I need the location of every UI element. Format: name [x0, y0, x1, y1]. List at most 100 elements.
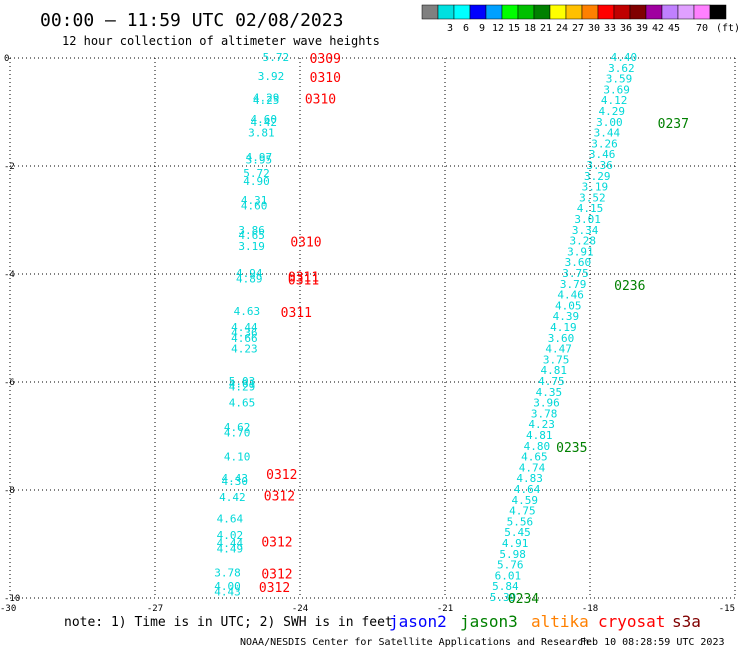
- wave-height-value: 5.72: [263, 51, 290, 64]
- legend-tick-label: 27: [572, 23, 584, 34]
- wave-height-value: 4.29: [599, 105, 626, 118]
- wave-height-value: 4.65: [521, 451, 548, 464]
- wave-height-value: 4.49: [217, 542, 244, 555]
- wave-height-value: 4.94: [236, 267, 263, 280]
- wave-height-value: 5.98: [499, 548, 526, 561]
- wave-height-value: 4.80: [524, 440, 551, 453]
- legend-tick-label: 36: [620, 23, 632, 34]
- legend-tick-label: 3: [447, 23, 453, 34]
- wave-height-value: 3.95: [246, 154, 273, 167]
- pass-time-label: 0312: [266, 468, 297, 483]
- wave-height-value: 4.61: [229, 378, 256, 391]
- footer-credit: NOAA/NESDIS Center for Satellite Applica…: [240, 637, 589, 648]
- wave-height-value: 4.74: [519, 461, 546, 474]
- wave-height-value: 3.34: [572, 224, 599, 237]
- wave-height-value: 3.92: [258, 70, 285, 83]
- wave-height-value: 4.29: [253, 92, 280, 105]
- wave-height-value: 4.31: [241, 194, 268, 207]
- legend-tick-label: 18: [524, 23, 536, 34]
- legend-swatch: [597, 4, 615, 20]
- wave-height-value: 3.86: [238, 224, 265, 237]
- legend-swatch: [437, 4, 455, 20]
- wave-height-value: 4.35: [536, 386, 563, 399]
- wave-height-value: 4.91: [502, 537, 529, 550]
- wave-height-value: 5.45: [504, 526, 531, 539]
- legend-swatch: [565, 4, 583, 20]
- wave-height-value: 4.59: [512, 494, 539, 507]
- plot-grid: [9, 57, 736, 599]
- wave-height-value: 4.66: [231, 332, 258, 345]
- wave-height-value: 4.42: [251, 116, 278, 129]
- pass-time-label: 0312: [261, 568, 292, 583]
- pass-time-label: 0310: [290, 236, 321, 251]
- wave-height-value: 4.44: [231, 321, 258, 334]
- wave-height-value: 5.56: [507, 515, 534, 528]
- wave-height-value: 4.42: [219, 491, 246, 504]
- legend-swatch: [485, 4, 503, 20]
- wave-height-value: 3.60: [548, 332, 575, 345]
- legend-swatch: [549, 4, 567, 20]
- x-tick-label: -18: [582, 604, 598, 614]
- pass-time-label: 0311: [288, 271, 319, 286]
- page-title: 00:00 – 11:59 UTC 02/08/2023: [40, 10, 343, 31]
- wave-height-value: 4.25: [253, 94, 280, 107]
- wave-height-value: 4.19: [550, 321, 577, 334]
- wave-height-value: 4.64: [217, 513, 244, 526]
- wave-height-value: 4.46: [557, 289, 584, 302]
- pass-time-label: 0310: [305, 93, 336, 108]
- pass-time-label: 0311: [288, 273, 319, 288]
- pass-time-label: 0312: [264, 489, 295, 504]
- wave-height-value: 4.60: [251, 113, 278, 126]
- wave-height-value: 4.02: [217, 529, 244, 542]
- wave-height-value: 5.39: [490, 591, 517, 604]
- wave-height-value: 6.01: [495, 569, 522, 582]
- wave-height-value: 4.75: [538, 375, 565, 388]
- legend-tick-label: 24: [556, 23, 568, 34]
- legend-swatch: [677, 4, 695, 20]
- wave-height-value: 3.26: [591, 137, 618, 150]
- color-scale-legend: 3 6 9 12 15 18 21 24 27 30 33 36 39 42 45 70: [421, 4, 727, 34]
- x-tick-label: -21: [437, 604, 453, 614]
- pass-time-label: 0236: [614, 279, 645, 294]
- wave-height-value: 3.46: [589, 148, 616, 161]
- wave-height-value: 4.12: [601, 94, 628, 107]
- wave-height-value: 3.28: [570, 235, 597, 248]
- legend-swatch: [581, 4, 599, 20]
- wave-height-value: 4.36: [231, 326, 258, 339]
- wave-height-value: 4.39: [553, 310, 580, 323]
- wave-height-value: 4.40: [611, 51, 638, 64]
- wave-height-value: 3.52: [579, 191, 606, 204]
- wave-height-value: 4.65: [238, 229, 265, 242]
- wave-height-value: 4.83: [516, 472, 543, 485]
- y-tick-label: -2: [4, 162, 15, 172]
- wave-height-value: 4.64: [514, 483, 541, 496]
- wave-height-value: 4.23: [231, 343, 258, 356]
- wave-height-value: 4.75: [509, 505, 536, 518]
- wave-height-value: 4.63: [234, 305, 261, 318]
- x-tick-label: -24: [292, 604, 308, 614]
- y-tick-label: -4: [4, 270, 15, 280]
- wave-height-value: 4.00: [214, 580, 241, 593]
- wave-height-value: 4.81: [541, 364, 568, 377]
- legend-tick-label: 12: [492, 23, 504, 34]
- footer-note: note: 1) Time is in UTC; 2) SWH is in fe…: [64, 615, 393, 630]
- pass-time-label: 0309: [310, 52, 341, 67]
- legend-swatch: [645, 4, 663, 20]
- wave-height-value: 3.62: [608, 62, 635, 75]
- legend-swatch: [469, 4, 487, 20]
- wave-height-value: 4.47: [545, 343, 572, 356]
- y-tick-label: -10: [4, 594, 20, 604]
- x-tick-label: -15: [719, 604, 735, 614]
- legend-unit: (ft): [716, 23, 740, 34]
- legend-tick-label: 21: [540, 23, 552, 34]
- wave-height-value: 4.44: [217, 537, 244, 550]
- wave-height-value: 4.29: [229, 380, 256, 393]
- wave-height-value: 4.43: [214, 586, 241, 599]
- wave-height-value: 4.90: [243, 175, 270, 188]
- satellite-name: cryosat: [598, 612, 665, 631]
- satellite-name: jason3: [460, 612, 518, 631]
- wave-height-value: 3.79: [560, 278, 587, 291]
- pass-time-label: 0235: [556, 441, 587, 456]
- legend-tick-label: 15: [508, 23, 520, 34]
